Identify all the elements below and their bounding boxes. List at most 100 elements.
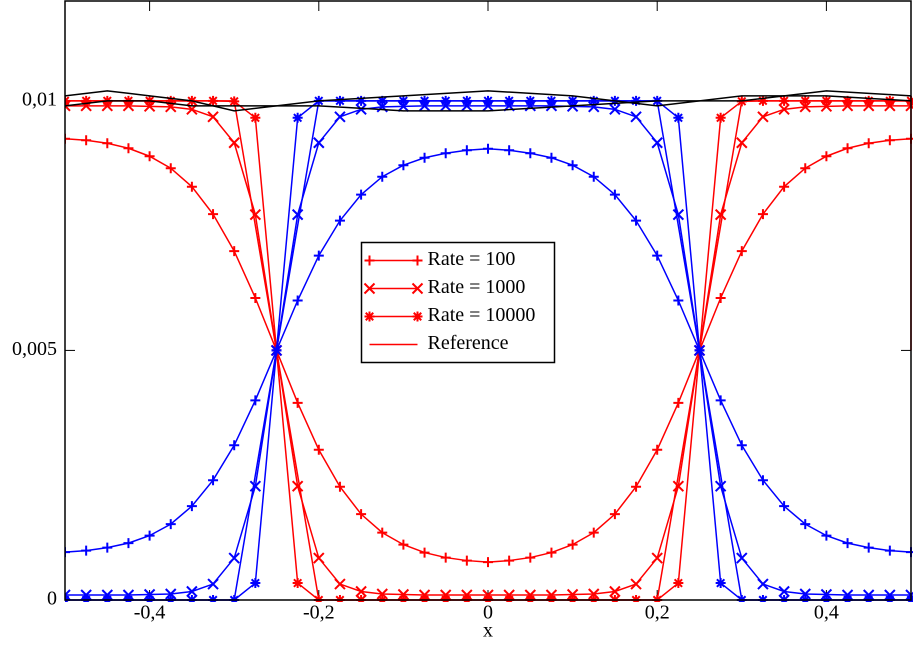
- y-tick-label: 0,005: [12, 338, 57, 360]
- marker: [144, 151, 155, 162]
- marker: [778, 103, 790, 116]
- marker: [651, 137, 663, 149]
- marker: [356, 189, 367, 200]
- marker: [102, 138, 113, 149]
- marker: [65, 133, 70, 144]
- legend-label: Rate = 1000: [428, 276, 526, 298]
- marker: [609, 189, 620, 200]
- marker: [250, 578, 261, 589]
- series-line: [65, 90, 912, 112]
- marker: [588, 527, 599, 538]
- marker: [461, 145, 472, 156]
- marker: [249, 208, 262, 221]
- marker: [652, 444, 663, 455]
- x-tick-label: -0,2: [303, 602, 335, 624]
- marker: [228, 552, 240, 564]
- marker: [609, 585, 621, 598]
- marker: [714, 480, 727, 492]
- marker: [313, 444, 324, 455]
- marker: [651, 552, 663, 564]
- marker: [714, 208, 727, 221]
- legend-marker: [363, 282, 424, 295]
- marker: [483, 557, 493, 568]
- marker: [779, 501, 790, 512]
- marker: [757, 578, 769, 590]
- marker: [165, 163, 176, 174]
- x-axis-label: x: [483, 620, 493, 642]
- marker: [398, 539, 409, 550]
- marker: [313, 552, 325, 564]
- marker: [334, 578, 346, 590]
- marker: [208, 209, 219, 220]
- x-tick-label: 0,4: [814, 602, 839, 624]
- marker: [588, 171, 599, 182]
- marker: [356, 509, 367, 520]
- marker: [208, 475, 219, 486]
- marker: [652, 250, 663, 261]
- marker: [186, 181, 197, 192]
- marker: [334, 481, 345, 492]
- marker: [419, 152, 430, 163]
- marker: [800, 163, 811, 174]
- marker: [292, 397, 303, 408]
- marker: [757, 475, 768, 486]
- marker: [672, 208, 685, 221]
- marker: [250, 293, 261, 304]
- marker: [440, 552, 451, 563]
- marker: [546, 547, 557, 558]
- marker: [630, 578, 642, 590]
- marker: [821, 151, 832, 162]
- x-tick-label: 0,2: [645, 602, 670, 624]
- marker: [334, 215, 345, 226]
- marker: [631, 481, 642, 492]
- marker: [672, 480, 685, 492]
- marker: [292, 295, 303, 306]
- marker: [144, 530, 155, 541]
- marker: [207, 111, 219, 123]
- plot-frame: [64, 0, 912, 601]
- marker: [821, 530, 832, 541]
- marker: [673, 397, 684, 408]
- marker: [800, 519, 811, 530]
- marker: [525, 552, 536, 563]
- marker: [313, 137, 325, 149]
- marker: [102, 542, 113, 553]
- series-line: [65, 90, 912, 112]
- marker: [715, 293, 726, 304]
- marker: [673, 112, 684, 123]
- marker: [377, 171, 388, 182]
- marker: [778, 585, 790, 598]
- marker: [483, 143, 493, 154]
- marker: [715, 112, 726, 123]
- marker: [736, 246, 747, 257]
- marker: [842, 143, 853, 154]
- marker: [504, 145, 515, 156]
- marker: [398, 160, 409, 171]
- marker: [65, 100, 71, 112]
- marker: [630, 111, 642, 123]
- marker: [884, 135, 895, 146]
- y-tick-label: 0,01: [22, 88, 57, 110]
- marker: [291, 208, 304, 221]
- marker: [419, 547, 430, 558]
- legend-label: Rate = 10000: [428, 304, 536, 326]
- marker: [673, 578, 684, 589]
- marker: [186, 585, 198, 598]
- marker: [65, 547, 70, 558]
- marker: [292, 112, 303, 123]
- marker: [229, 246, 240, 257]
- legend-label: Rate = 100: [428, 248, 516, 270]
- marker: [461, 555, 472, 566]
- x-tick-label: 0: [483, 602, 493, 624]
- marker: [779, 181, 790, 192]
- marker: [65, 589, 71, 601]
- marker: [355, 585, 367, 598]
- marker: [715, 578, 726, 589]
- marker: [715, 395, 726, 406]
- marker: [81, 135, 92, 146]
- marker: [440, 148, 451, 159]
- marker: [186, 501, 197, 512]
- marker: [250, 395, 261, 406]
- marker: [291, 480, 304, 492]
